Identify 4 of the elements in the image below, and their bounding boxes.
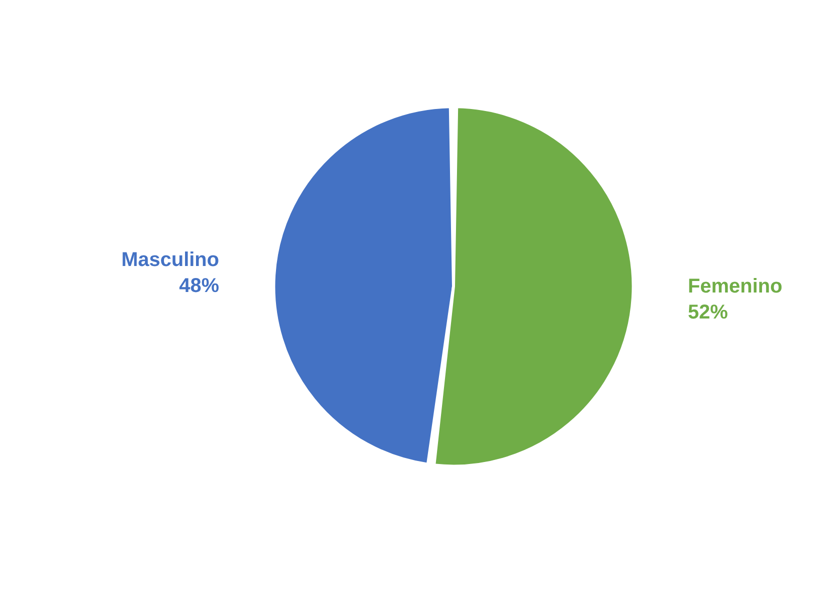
data-label: 48% xyxy=(179,275,220,298)
slice-label: Masculino xyxy=(121,249,220,272)
slice-label: Femenino xyxy=(688,276,782,298)
data-label: 52% xyxy=(688,302,728,324)
